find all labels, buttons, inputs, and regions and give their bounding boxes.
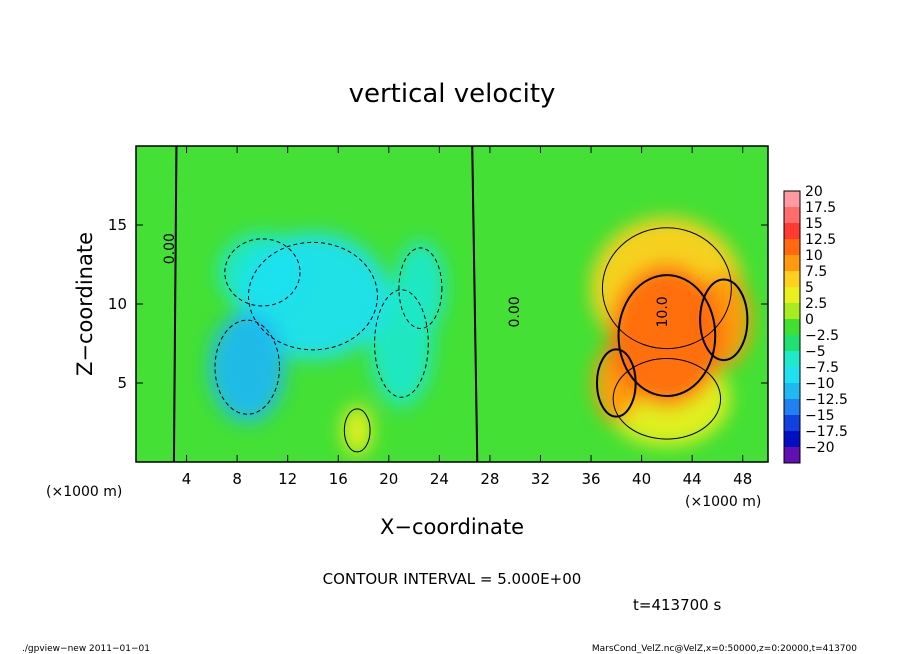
colorbar-swatch xyxy=(784,335,800,351)
colorbar-swatch xyxy=(784,223,800,239)
contour-line xyxy=(343,408,371,453)
colorbar-swatch xyxy=(784,367,800,383)
x-axis-ticks: 4 8 12 16 20 24 28 32 36 40 44 48 xyxy=(182,146,752,488)
colorbar-swatch xyxy=(784,271,800,287)
colorbar-swatch xyxy=(784,319,800,335)
field-blob xyxy=(209,311,286,423)
colorbar-swatch xyxy=(784,287,800,303)
colorbar-label: −5 xyxy=(805,344,826,360)
y-tick-label: 5 xyxy=(117,374,127,392)
colorbar-frame xyxy=(783,190,801,464)
x-tick-label: 40 xyxy=(632,470,651,488)
colorbar-label: 15 xyxy=(805,216,823,232)
colorbar-label: 2.5 xyxy=(805,296,827,312)
colorbar-label: 17.5 xyxy=(805,200,836,216)
x-tick-label: 48 xyxy=(733,470,752,488)
colorbar-swatch xyxy=(784,351,800,367)
chart-title: vertical velocity xyxy=(349,79,556,109)
y-axis-ticks: 5 10 15 xyxy=(108,216,768,392)
y-axis-title: Z−coordinate xyxy=(73,232,97,376)
colorbar-label: 5 xyxy=(805,280,814,296)
velocity-field xyxy=(209,217,752,456)
colorbar-label: −10 xyxy=(805,376,835,392)
zero-contour xyxy=(172,146,178,462)
contour-line xyxy=(617,274,717,398)
x-tick-label: 32 xyxy=(531,470,550,488)
contour-label: 10.0 xyxy=(655,296,671,327)
colorbar-swatch xyxy=(784,255,800,271)
contour-line xyxy=(612,358,722,440)
colorbar-swatch xyxy=(784,191,800,207)
zero-contour xyxy=(471,146,479,462)
field-blob xyxy=(342,405,373,456)
colorbar-swatch xyxy=(784,415,800,431)
colorbar-label: 20 xyxy=(805,184,823,200)
contour-interval-note: CONTOUR INTERVAL = 5.000E+00 xyxy=(323,570,582,588)
colorbar-swatch xyxy=(784,431,800,447)
colorbar-label: 0 xyxy=(805,312,814,328)
time-stamp: t=413700 s xyxy=(633,596,721,614)
contour-line xyxy=(247,241,378,351)
contour-label: 0.00 xyxy=(162,233,178,264)
contour-line xyxy=(214,319,280,415)
colorbar-label: 7.5 xyxy=(805,264,827,280)
y-unit-label: (×1000 m) xyxy=(46,484,122,500)
y-tick-label: 10 xyxy=(108,295,127,313)
x-tick-label: 44 xyxy=(683,470,702,488)
colorbar-label: −17.5 xyxy=(805,424,848,440)
footer-left: ./gpview−new 2011−01−01 xyxy=(22,644,150,654)
contour-labels: 0.00 0.00 10.0 xyxy=(162,233,671,327)
colorbar: 2017.51512.5107.552.50−2.5−5−7.5−10−12.5… xyxy=(783,184,848,464)
x-axis-title: X−coordinate xyxy=(380,515,524,539)
colorbar-label: −2.5 xyxy=(805,328,839,344)
field-blob xyxy=(237,232,389,360)
contour-line xyxy=(224,238,301,307)
x-tick-label: 24 xyxy=(430,470,449,488)
x-tick-label: 20 xyxy=(379,470,398,488)
colorbar-swatch xyxy=(784,207,800,223)
contour-line xyxy=(595,348,637,418)
contour-line xyxy=(601,227,732,350)
contour-label: 0.00 xyxy=(507,296,523,327)
x-tick-label: 4 xyxy=(182,470,192,488)
contour-lines xyxy=(172,146,749,462)
contour-line xyxy=(699,278,749,362)
colorbar-label: −15 xyxy=(805,408,835,424)
footer-right: MarsCond_VelZ.nc@VelZ,x=0:50000,z=0:2000… xyxy=(592,644,857,654)
colorbar-swatch xyxy=(784,399,800,415)
colorbar-label: 10 xyxy=(805,248,823,264)
x-tick-label: 12 xyxy=(278,470,297,488)
colorbar-swatch xyxy=(784,303,800,319)
x-tick-label: 36 xyxy=(581,470,600,488)
x-tick-label: 8 xyxy=(232,470,242,488)
x-unit-label: (×1000 m) xyxy=(685,494,761,510)
colorbar-label: −20 xyxy=(805,440,835,456)
colorbar-label: −7.5 xyxy=(805,360,839,376)
x-tick-label: 16 xyxy=(329,470,348,488)
plot-area: 0.00 0.00 10.0 xyxy=(135,145,769,463)
colorbar-label: −12.5 xyxy=(805,392,848,408)
contour-line xyxy=(398,247,443,329)
y-tick-label: 15 xyxy=(108,216,127,234)
colorbar-swatch xyxy=(784,383,800,399)
x-tick-label: 28 xyxy=(480,470,499,488)
field-blob xyxy=(610,264,724,407)
colorbar-swatch xyxy=(784,239,800,255)
colorbar-swatch xyxy=(784,447,800,463)
colorbar-label: 12.5 xyxy=(805,232,836,248)
contour-line xyxy=(374,289,429,398)
